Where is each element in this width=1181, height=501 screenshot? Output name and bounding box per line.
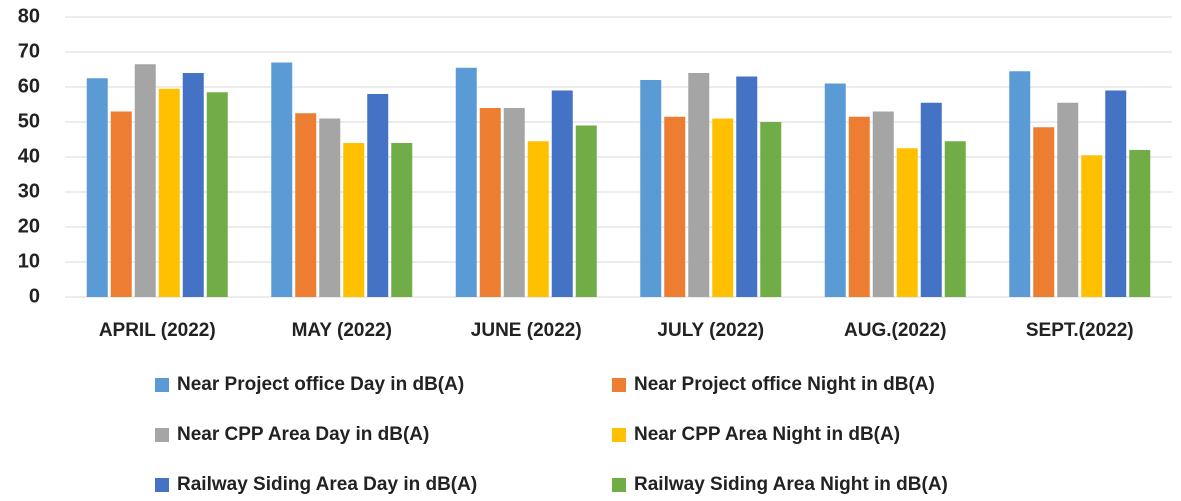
- bar: [503, 108, 525, 297]
- bar: [575, 125, 597, 297]
- x-tick-label: JUNE (2022): [471, 320, 582, 341]
- legend-label: Railway Siding Area Day in dB(A): [177, 474, 477, 495]
- bar: [760, 122, 782, 297]
- bar: [343, 143, 365, 297]
- bar: [295, 113, 317, 297]
- y-tick-label: 30: [18, 180, 40, 202]
- bar: [736, 76, 758, 297]
- x-tick-label: MAY (2022): [292, 320, 392, 341]
- y-tick-label: 10: [18, 250, 40, 272]
- y-tick-label: 0: [29, 285, 40, 307]
- bar: [872, 111, 894, 297]
- bar: [640, 80, 662, 297]
- y-tick-label: 80: [18, 5, 40, 27]
- bar: [206, 92, 228, 297]
- bar: [848, 116, 870, 297]
- legend-swatch: [155, 378, 169, 392]
- x-tick-label: APRIL (2022): [99, 320, 216, 341]
- bar: [688, 73, 710, 297]
- bar: [1009, 71, 1031, 297]
- bar: [1057, 102, 1079, 297]
- bar: [896, 148, 918, 297]
- bar: [367, 94, 389, 297]
- bar: [1105, 90, 1127, 297]
- legend-label: Near CPP Area Day in dB(A): [177, 424, 429, 445]
- legend-swatch: [155, 478, 169, 492]
- bar: [319, 118, 341, 297]
- bar: [110, 111, 132, 297]
- bar: [824, 83, 846, 297]
- bar: [664, 116, 686, 297]
- bar: [944, 141, 966, 297]
- bar: [86, 78, 108, 297]
- y-tick-label: 60: [18, 75, 40, 97]
- bar: [271, 62, 293, 297]
- y-tick-label: 70: [18, 40, 40, 62]
- bar: [551, 90, 573, 297]
- legend-swatch: [612, 428, 626, 442]
- bar: [182, 73, 204, 297]
- x-tick-label: AUG.(2022): [844, 320, 946, 341]
- legend-label: Near Project office Day in dB(A): [177, 374, 464, 395]
- bar: [158, 88, 180, 297]
- bar: [455, 67, 477, 297]
- y-tick-label: 50: [18, 110, 40, 132]
- legend-label: Near CPP Area Night in dB(A): [634, 424, 900, 445]
- x-tick-label: SEPT.(2022): [1026, 320, 1134, 341]
- y-tick-label: 20: [18, 215, 40, 237]
- bar: [479, 108, 501, 297]
- legend-swatch: [612, 478, 626, 492]
- bar: [1033, 127, 1055, 297]
- legend-label: Near Project office Night in dB(A): [634, 374, 935, 395]
- legend-swatch: [155, 428, 169, 442]
- y-tick-label: 40: [18, 145, 40, 167]
- bar: [920, 102, 942, 297]
- bar: [712, 118, 734, 297]
- bar: [391, 143, 413, 297]
- x-tick-label: JULY (2022): [657, 320, 764, 341]
- bar: [134, 64, 156, 297]
- legend-swatch: [612, 378, 626, 392]
- bar: [1129, 150, 1151, 297]
- legend-label: Railway Siding Area Night in dB(A): [634, 474, 948, 495]
- bar: [527, 141, 549, 297]
- bar: [1081, 155, 1103, 297]
